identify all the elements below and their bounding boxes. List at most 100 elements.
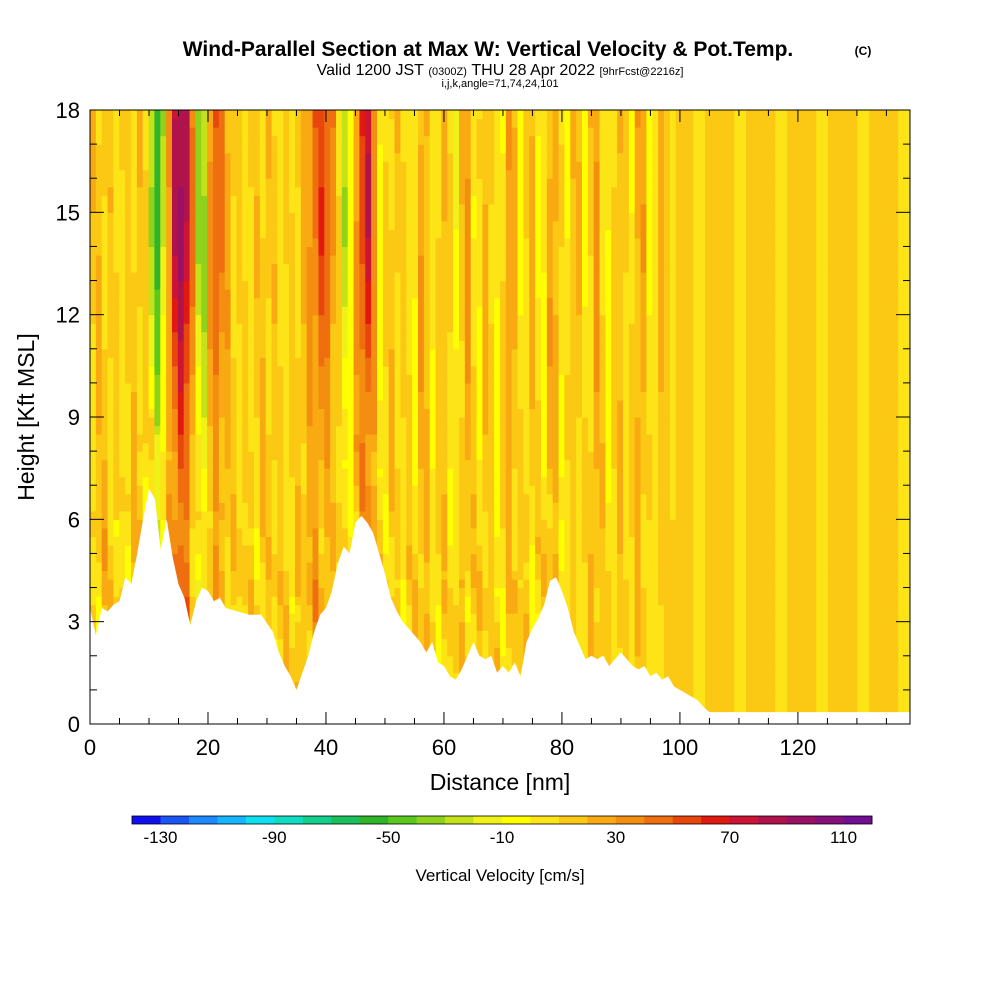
heat-cell bbox=[136, 527, 144, 537]
heat-cell bbox=[136, 314, 144, 324]
heat-cell bbox=[441, 519, 448, 529]
heat-cell bbox=[447, 493, 454, 503]
heat-cell bbox=[218, 348, 226, 358]
heat-cell bbox=[136, 212, 144, 222]
heat-cell bbox=[347, 502, 355, 512]
heat-cell bbox=[224, 314, 232, 324]
heat-cell bbox=[248, 579, 255, 589]
heat-cell bbox=[90, 297, 97, 307]
heat-cell bbox=[406, 340, 413, 350]
heat-cell bbox=[306, 186, 314, 196]
heat-cell bbox=[347, 348, 355, 358]
heat-cell bbox=[142, 118, 150, 128]
heat-cell bbox=[353, 203, 361, 213]
heat-cell bbox=[254, 272, 261, 282]
heat-cell bbox=[435, 382, 443, 393]
heat-cell bbox=[371, 374, 378, 384]
heat-cell bbox=[218, 169, 226, 179]
heat-cell bbox=[494, 587, 501, 597]
heat-cell bbox=[259, 178, 267, 188]
heat-cell bbox=[125, 161, 132, 171]
heat-cell bbox=[312, 502, 320, 512]
heat-cell bbox=[90, 570, 97, 580]
heat-cell bbox=[441, 297, 448, 307]
heat-cell bbox=[377, 382, 384, 393]
heat-cell bbox=[377, 161, 384, 171]
heat-cell bbox=[330, 374, 337, 384]
heat-cell bbox=[371, 510, 378, 520]
heat-cell bbox=[482, 306, 489, 316]
heat-cell bbox=[213, 561, 220, 572]
heat-cell bbox=[236, 527, 243, 537]
heat-cell bbox=[131, 536, 138, 546]
heat-cell bbox=[447, 399, 454, 410]
heat-cell bbox=[213, 357, 220, 367]
heat-cell bbox=[207, 178, 214, 188]
heat-cell bbox=[482, 391, 489, 401]
heat-cell bbox=[183, 237, 191, 248]
heat-cell bbox=[347, 118, 355, 128]
heat-cell bbox=[441, 544, 448, 555]
heat-cell bbox=[172, 220, 179, 230]
heat-cell bbox=[107, 212, 115, 222]
heat-cell bbox=[248, 442, 255, 452]
heat-cell bbox=[101, 451, 109, 461]
heat-cell bbox=[195, 263, 202, 273]
heat-cell bbox=[265, 434, 273, 444]
heat-cell bbox=[236, 451, 243, 461]
heat-cell bbox=[125, 468, 132, 478]
heat-cell bbox=[353, 237, 361, 248]
heat-cell bbox=[476, 561, 484, 572]
heat-cell bbox=[464, 493, 472, 503]
heat-cell bbox=[470, 229, 478, 239]
heat-cell bbox=[476, 587, 484, 597]
heat-cell bbox=[312, 417, 320, 427]
heat-cell bbox=[125, 144, 132, 154]
heat-cell bbox=[259, 604, 267, 614]
heat-cell bbox=[142, 254, 150, 265]
heat-cell bbox=[441, 434, 448, 444]
heat-cell bbox=[423, 510, 431, 520]
heat-cell bbox=[447, 135, 454, 145]
heat-cell bbox=[113, 596, 120, 606]
heat-cell bbox=[125, 357, 132, 367]
heat-cell bbox=[388, 519, 396, 529]
heat-cell bbox=[289, 306, 296, 316]
heat-cell bbox=[189, 144, 197, 154]
heat-cell bbox=[470, 382, 478, 393]
heat-cell bbox=[435, 374, 443, 384]
heat-cell bbox=[265, 613, 273, 623]
heat-cell bbox=[289, 272, 296, 282]
heat-cell bbox=[90, 519, 97, 529]
heat-cell bbox=[347, 263, 355, 273]
heat-cell bbox=[136, 254, 144, 265]
heat-cell bbox=[423, 399, 431, 410]
heat-cell bbox=[418, 544, 425, 555]
heat-cell bbox=[300, 621, 308, 631]
heat-cell bbox=[195, 476, 202, 486]
heat-cell bbox=[318, 553, 325, 563]
heat-cell bbox=[265, 161, 273, 171]
heat-cell bbox=[254, 451, 261, 461]
heat-cell bbox=[90, 152, 97, 162]
heat-cell bbox=[400, 365, 407, 375]
heat-cell bbox=[300, 254, 308, 265]
heat-cell bbox=[265, 323, 273, 333]
heat-cell bbox=[177, 357, 185, 367]
heat-cell bbox=[160, 434, 167, 444]
heat-cell bbox=[183, 544, 191, 555]
heat-cell bbox=[172, 544, 179, 555]
heat-cell bbox=[95, 220, 103, 230]
heat-cell bbox=[289, 237, 296, 248]
heat-cell bbox=[435, 442, 443, 452]
heat-cell bbox=[195, 553, 202, 563]
heat-cell bbox=[406, 195, 413, 205]
heat-cell bbox=[312, 178, 320, 188]
heat-cell bbox=[494, 638, 501, 648]
heat-cell bbox=[107, 425, 115, 435]
heat-cell bbox=[177, 493, 185, 503]
heat-cell bbox=[435, 587, 443, 597]
heat-cell bbox=[90, 527, 97, 537]
heat-cell bbox=[482, 178, 489, 188]
heat-cell bbox=[412, 476, 419, 486]
